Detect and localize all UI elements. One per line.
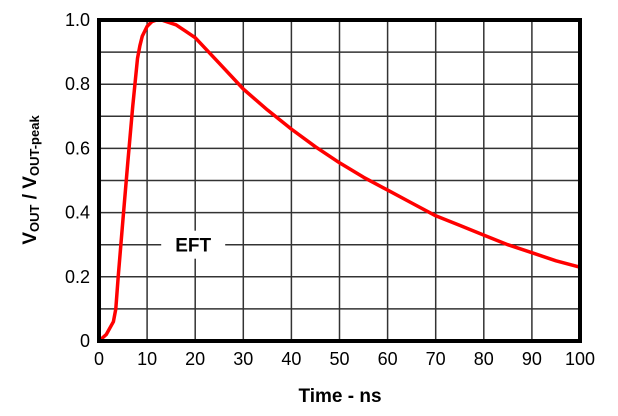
y-axis-title: VOUT / VOUT-peak xyxy=(20,115,42,245)
x-tick-label: 100 xyxy=(565,349,595,369)
y-tick-label: 1.0 xyxy=(65,10,90,30)
y-title-sub2: OUT-peak xyxy=(27,115,42,176)
y-title-v2: V xyxy=(20,176,41,189)
plot-frame xyxy=(97,18,582,343)
x-tick-label: 0 xyxy=(94,349,104,369)
y-axis-ticks: 0 0.2 0.4 0.6 0.8 1.0 xyxy=(65,10,90,351)
y-tick-label: 0.4 xyxy=(65,203,90,223)
y-tick-label: 0.6 xyxy=(65,138,90,158)
x-tick-label: 40 xyxy=(281,349,301,369)
grid-lines xyxy=(99,20,580,341)
y-title-sep: / xyxy=(20,189,41,205)
annotation-label: EFT xyxy=(175,236,211,257)
y-tick-label: 0.2 xyxy=(65,267,90,287)
y-tick-label: 0.8 xyxy=(65,74,90,94)
x-tick-label: 20 xyxy=(185,349,205,369)
x-tick-label: 70 xyxy=(426,349,446,369)
x-axis-title: Time - ns xyxy=(298,386,381,407)
x-tick-label: 90 xyxy=(522,349,542,369)
x-tick-label: 80 xyxy=(474,349,494,369)
x-axis-ticks: 0 10 20 30 40 50 60 70 80 90 100 xyxy=(94,349,595,369)
y-tick-label: 0 xyxy=(80,331,90,351)
x-tick-label: 30 xyxy=(233,349,253,369)
annotation-background xyxy=(161,230,226,259)
y-title-v1: V xyxy=(20,232,41,245)
x-tick-label: 60 xyxy=(378,349,398,369)
x-tick-label: 10 xyxy=(137,349,157,369)
eft-curve xyxy=(97,18,582,343)
y-title-sub1: OUT xyxy=(27,204,42,232)
x-tick-label: 50 xyxy=(329,349,349,369)
